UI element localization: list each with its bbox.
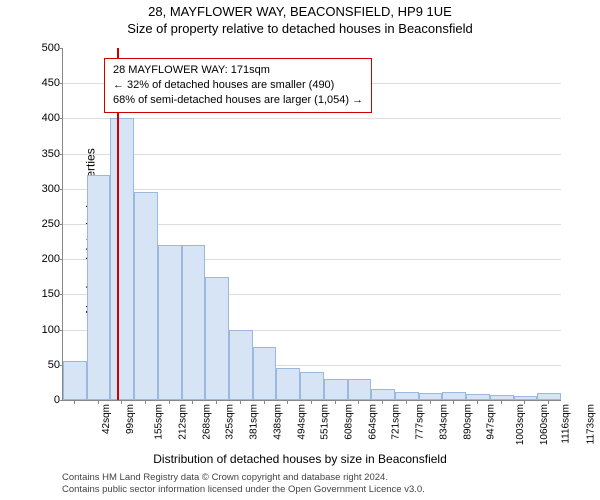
y-tick-label: 200 [30, 253, 60, 265]
page-subtitle: Size of property relative to detached ho… [0, 21, 600, 36]
x-tick-label: 551sqm [320, 404, 331, 440]
y-tick [58, 400, 62, 401]
x-tick-label: 608sqm [344, 404, 355, 440]
x-axis-label: Distribution of detached houses by size … [0, 452, 600, 466]
x-tick-label: 155sqm [154, 404, 165, 440]
x-tick-label: 42sqm [101, 404, 112, 434]
x-tick [264, 400, 265, 404]
histogram-bar [276, 368, 300, 400]
x-tick [311, 400, 312, 404]
y-tick-label: 300 [30, 183, 60, 195]
x-tick [382, 400, 383, 404]
histogram-bar [537, 393, 561, 400]
property-info-box: 28 MAYFLOWER WAY: 171sqm ← 32% of detach… [104, 58, 372, 113]
y-tick-label: 50 [30, 359, 60, 371]
x-tick-label: 1060sqm [539, 404, 550, 445]
histogram-bar [324, 379, 348, 400]
histogram-bar [442, 392, 466, 400]
y-tick-label: 100 [30, 324, 60, 336]
y-tick-label: 350 [30, 148, 60, 160]
x-tick-label: 721sqm [391, 404, 402, 440]
y-tick [58, 48, 62, 49]
histogram-bar [182, 245, 206, 400]
x-tick-label: 99sqm [125, 404, 136, 434]
x-tick [169, 400, 170, 404]
y-tick-label: 250 [30, 218, 60, 230]
x-tick-label: 438sqm [272, 404, 283, 440]
x-tick [145, 400, 146, 404]
page-title-address: 28, MAYFLOWER WAY, BEACONSFIELD, HP9 1UE [0, 4, 600, 19]
x-tick [477, 400, 478, 404]
x-tick-label: 325sqm [225, 404, 236, 440]
y-tick [58, 224, 62, 225]
y-tick-label: 0 [30, 394, 60, 406]
x-tick-label: 1003sqm [515, 404, 526, 445]
y-tick [58, 118, 62, 119]
y-tick [58, 259, 62, 260]
x-tick [406, 400, 407, 404]
info-line-size: 28 MAYFLOWER WAY: 171sqm [113, 63, 363, 78]
x-tick [548, 400, 549, 404]
x-tick-label: 381sqm [249, 404, 260, 440]
info-line-smaller: ← 32% of detached houses are smaller (49… [113, 78, 363, 93]
gridline [63, 154, 561, 155]
histogram-bar [419, 393, 443, 400]
x-tick-label: 777sqm [415, 404, 426, 440]
x-tick-label: 947sqm [486, 404, 497, 440]
x-tick [240, 400, 241, 404]
y-tick-label: 150 [30, 288, 60, 300]
x-tick [98, 400, 99, 404]
x-tick-label: 1116sqm [561, 404, 572, 444]
y-tick [58, 154, 62, 155]
histogram-bar [134, 192, 158, 400]
x-tick-label: 268sqm [201, 404, 212, 440]
info-line-larger: 68% of semi-detached houses are larger (… [113, 93, 363, 108]
x-tick [430, 400, 431, 404]
x-tick-label: 494sqm [296, 404, 307, 440]
x-tick [501, 400, 502, 404]
x-tick-label: 834sqm [438, 404, 449, 440]
x-tick [287, 400, 288, 404]
y-tick [58, 189, 62, 190]
x-tick [358, 400, 359, 404]
histogram-bar [205, 277, 229, 400]
histogram-bar [348, 379, 372, 400]
x-tick [74, 400, 75, 404]
histogram-bar [253, 347, 277, 400]
y-tick-label: 400 [30, 112, 60, 124]
footer-line-1: Contains HM Land Registry data © Crown c… [62, 472, 425, 484]
y-tick [58, 294, 62, 295]
histogram-bar [158, 245, 182, 400]
y-tick [58, 83, 62, 84]
y-tick [58, 365, 62, 366]
histogram-bar [87, 175, 111, 400]
histogram-bar [395, 392, 419, 400]
x-tick [335, 400, 336, 404]
x-tick [192, 400, 193, 404]
x-tick [121, 400, 122, 404]
x-tick-label: 1173sqm [586, 404, 597, 444]
gridline [63, 118, 561, 119]
x-tick [524, 400, 525, 404]
x-tick-label: 212sqm [178, 404, 189, 440]
footer-line-2: Contains public sector information licen… [62, 484, 425, 496]
y-tick-label: 450 [30, 77, 60, 89]
histogram-bar [300, 372, 324, 400]
x-tick [453, 400, 454, 404]
x-tick-label: 890sqm [462, 404, 473, 440]
attribution-footer: Contains HM Land Registry data © Crown c… [62, 472, 425, 496]
histogram-bar [229, 330, 253, 400]
histogram-bar [110, 118, 134, 400]
x-tick [216, 400, 217, 404]
gridline [63, 189, 561, 190]
x-tick-label: 664sqm [367, 404, 378, 440]
histogram-bar [63, 361, 87, 400]
histogram-bar [371, 389, 395, 400]
y-tick-label: 500 [30, 42, 60, 54]
y-tick [58, 330, 62, 331]
